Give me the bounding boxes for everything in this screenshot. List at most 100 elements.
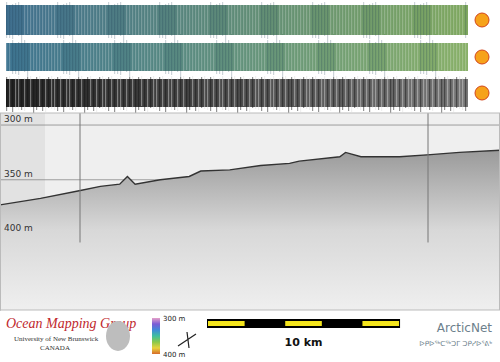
swath-ping xyxy=(450,41,451,72)
swath-ping xyxy=(354,42,355,74)
swath-ping xyxy=(165,4,166,39)
swath-ping xyxy=(177,3,178,38)
swath-ping xyxy=(420,4,421,39)
swath-ping xyxy=(408,76,409,109)
swath-ping xyxy=(207,4,208,36)
swath-ping xyxy=(6,2,7,38)
swath-ping xyxy=(237,4,238,40)
swath-ping xyxy=(87,3,88,36)
swath-ping xyxy=(15,3,16,35)
swath-ping xyxy=(285,5,286,39)
swath-ping xyxy=(84,4,85,40)
swath-ping xyxy=(432,40,433,72)
swath-ping xyxy=(288,40,289,70)
swath-ping xyxy=(294,2,295,37)
swath-ping xyxy=(168,78,169,108)
swath-ping xyxy=(45,40,46,73)
swath-ping xyxy=(417,76,418,107)
swath-ping xyxy=(303,77,304,108)
swath-ping xyxy=(387,41,388,74)
swath-ping xyxy=(123,41,124,71)
swath-ping xyxy=(219,78,220,108)
swath-ping xyxy=(396,42,397,76)
swath-ping xyxy=(372,3,373,35)
swath-ping xyxy=(273,76,274,110)
swath-ping xyxy=(450,79,451,111)
swath-ping xyxy=(399,41,400,72)
swath-ping xyxy=(375,76,376,110)
grid-line xyxy=(0,125,500,126)
swath-strip xyxy=(6,2,489,41)
swath-ping xyxy=(402,78,403,112)
swath-ping xyxy=(231,43,232,77)
swath-ping xyxy=(108,77,109,111)
swath-ping xyxy=(426,42,427,75)
swath-ping xyxy=(366,76,367,107)
swath-ping xyxy=(351,40,352,73)
swath-ping xyxy=(66,43,67,74)
swath-ping xyxy=(162,76,163,107)
swath-ping xyxy=(33,40,34,70)
swath-ping xyxy=(369,79,370,112)
swath-ping xyxy=(255,5,256,40)
swath-ping xyxy=(123,79,124,110)
swath-ping xyxy=(294,76,295,106)
swath-ping xyxy=(147,3,148,39)
swath-ping xyxy=(246,79,247,111)
swath-ping xyxy=(336,41,337,74)
swath-ping xyxy=(30,41,31,74)
swath-ping xyxy=(435,43,436,77)
swath-ping xyxy=(279,3,280,38)
swath-ping xyxy=(456,77,457,108)
swath-ping xyxy=(207,40,208,71)
swath-ping xyxy=(18,42,19,75)
swath-ping xyxy=(66,78,67,108)
swath-ping xyxy=(447,2,448,37)
swath-ping xyxy=(459,5,460,40)
swath-ping xyxy=(18,76,19,110)
swath-ping xyxy=(96,78,97,112)
swath-ping xyxy=(48,2,49,35)
swath-ping xyxy=(57,43,58,76)
swath-ping xyxy=(153,5,154,40)
swath-ping xyxy=(423,3,424,35)
swath-ping xyxy=(390,40,391,70)
swath-ping xyxy=(453,40,454,73)
swath-ping xyxy=(90,76,91,106)
logo-shape xyxy=(106,321,130,351)
swath-ping xyxy=(219,3,220,35)
swath-ping xyxy=(330,40,331,72)
swath-ping xyxy=(213,76,214,107)
swath-ping xyxy=(351,3,352,39)
swath-ping xyxy=(195,79,196,111)
swath-ping xyxy=(60,5,61,38)
swath-ping xyxy=(60,42,61,72)
swath-ping xyxy=(264,42,265,72)
swath-ping xyxy=(192,42,193,76)
swath-ping xyxy=(291,3,292,36)
swath-ping xyxy=(150,42,151,74)
swath-ping xyxy=(459,76,460,109)
swath-ping xyxy=(75,40,76,72)
swath-ping xyxy=(279,40,280,72)
swath-ping xyxy=(156,78,157,110)
swath-ping xyxy=(363,77,364,111)
colorbar-label: 300 m xyxy=(163,315,186,323)
swath-ping xyxy=(33,79,34,113)
swath-ping xyxy=(240,43,241,75)
panel-frame xyxy=(1,113,500,310)
swath-ping xyxy=(462,40,463,71)
country: CANADA xyxy=(40,344,70,352)
swath-ping xyxy=(261,43,262,76)
swath-ping xyxy=(39,76,40,106)
swath-ping xyxy=(132,5,133,39)
swath-ping xyxy=(270,43,271,74)
swath-ping xyxy=(132,41,133,74)
swath-ping xyxy=(15,43,16,74)
swath-ping xyxy=(381,3,382,38)
swath-ping xyxy=(51,41,52,75)
swath-ping xyxy=(24,40,25,72)
swath-ping xyxy=(210,43,211,76)
swath-ping xyxy=(135,4,136,40)
swath-ping xyxy=(6,77,7,111)
